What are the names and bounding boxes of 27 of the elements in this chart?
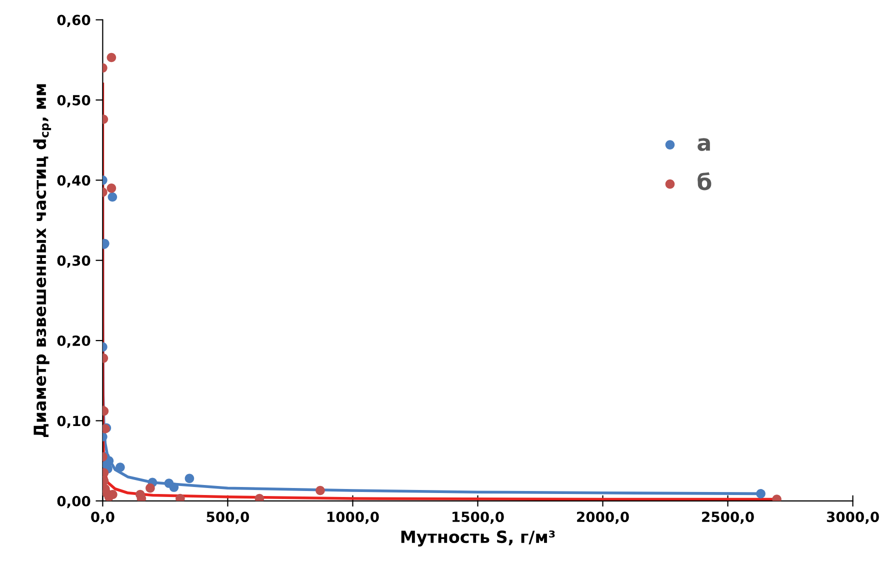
y-tick-label: 0,30 (57, 255, 90, 268)
y-tick-label: 0,00 (57, 496, 90, 508)
y-tick-label: 0,50 (57, 94, 90, 108)
x-tick-label: 1500,0 (452, 512, 504, 524)
point (106, 52, 116, 62)
point (116, 462, 125, 472)
x-tick-label: 500,0 (206, 512, 250, 524)
y-tick-label: 0,20 (57, 336, 90, 348)
y-tick-label: 0,40 (57, 175, 90, 188)
legend-label: а (698, 138, 710, 151)
y-tick-label: 0,10 (57, 416, 90, 428)
x-tick-label: 2500,0 (702, 512, 754, 524)
y-axis-title: Диаметр взвешенных частиц d$_{ср}$, мм (33, 84, 52, 437)
point (146, 483, 155, 493)
point (184, 474, 194, 484)
x-tick-label: 0,0 (91, 512, 114, 524)
legend-label: б (698, 172, 712, 190)
point (169, 482, 179, 492)
point (108, 192, 118, 202)
point (106, 184, 116, 193)
x-tick-label: 1000,0 (328, 512, 379, 524)
point (756, 489, 766, 498)
x-tick-label: 3000,0 (826, 512, 879, 524)
y-tick-label: 0,60 (57, 14, 90, 28)
point (316, 486, 325, 496)
x-tick-label: 2000,0 (577, 512, 629, 524)
x-axis-title: Мутность S, г/м³ (401, 530, 555, 546)
